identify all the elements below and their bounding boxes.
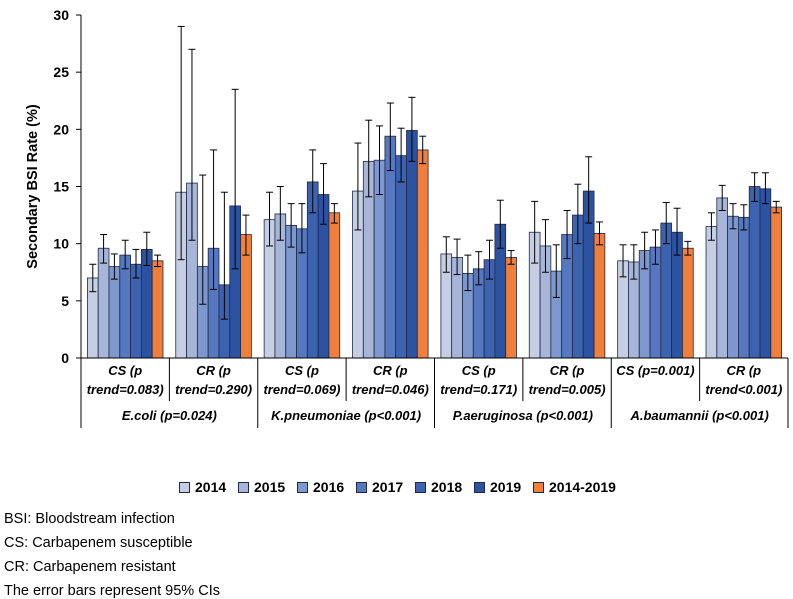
legend-swatch-2014-2019 xyxy=(533,481,544,493)
bar-chart: 0 5 10 15 20 25 30 Secondary BSI Rate (%) CS (p t… xyxy=(25,7,789,428)
category-label-4-line2: trend=0.171) xyxy=(440,382,517,397)
legend-item-2017: 2017 xyxy=(356,479,403,495)
note-cs: CS: Carbapenem susceptible xyxy=(4,535,193,551)
bar-2016-0 xyxy=(108,266,121,359)
note-bsi: BSI: Bloodstream infection xyxy=(4,511,175,527)
legend-swatch-2018 xyxy=(415,481,426,493)
category-label-1-line1: CR (p xyxy=(196,363,231,378)
y-tick-label-0: 0 xyxy=(61,350,69,366)
group-label-3: A.baumannii (p<0.001) xyxy=(629,408,768,423)
group-label-0: E.coli (p=0.024) xyxy=(122,408,217,423)
legend-swatch-2019 xyxy=(474,481,485,493)
category-label-2-line2: trend=0.069) xyxy=(263,382,340,397)
category-label-7-line2: trend<0.001) xyxy=(705,382,782,397)
legend-item-2019: 2019 xyxy=(474,479,521,495)
legend-item-2015: 2015 xyxy=(238,479,285,495)
bar-2014-2019-2 xyxy=(328,212,341,359)
y-axis-label: Secondary BSI Rate (%) xyxy=(25,104,41,269)
legend-swatch-2016 xyxy=(297,481,308,493)
legend-swatch-2015 xyxy=(238,481,249,493)
legend-label-2014-2019: 2014-2019 xyxy=(549,479,616,495)
bar-2014-2019-4 xyxy=(505,256,517,359)
bar-2014-7 xyxy=(705,226,718,359)
bar-2014-2019-5 xyxy=(593,232,606,359)
bar-2016-7 xyxy=(727,215,739,359)
bar-2014-2019-3 xyxy=(416,149,429,359)
legend-item-2014-2019: 2014-2019 xyxy=(533,479,616,495)
legend-swatch-2014 xyxy=(179,481,190,493)
bar-2015-7 xyxy=(716,197,729,359)
category-label-0-line1: CS (p xyxy=(108,363,142,378)
legend-label-2016: 2016 xyxy=(313,479,345,495)
category-label-7-line1: CR (p xyxy=(726,363,761,378)
y-tick-label-5: 25 xyxy=(53,64,69,80)
category-label-4-line1: CS (p xyxy=(462,363,496,378)
legend-item-2014: 2014 xyxy=(179,479,226,495)
legend-label-2018: 2018 xyxy=(431,479,463,495)
group-label-2: P.aeruginosa (p<0.001) xyxy=(453,408,593,423)
bar-2018-7 xyxy=(748,186,761,359)
category-label-1-line2: trend=0.290) xyxy=(175,382,252,397)
legend-item-2018: 2018 xyxy=(415,479,462,495)
note-error-bars: The error bars represent 95% CIs xyxy=(4,583,220,599)
legend-item-2016: 2016 xyxy=(297,479,344,495)
note-cr: CR: Carbapenem resistant xyxy=(4,559,176,575)
bar-2014-2019-0 xyxy=(151,260,164,359)
y-tick-label-3: 15 xyxy=(53,179,69,195)
legend-label-2014: 2014 xyxy=(195,479,227,495)
bar-2018-3 xyxy=(395,155,407,359)
category-label-5-line2: trend=0.005) xyxy=(529,382,606,397)
y-tick-label-4: 20 xyxy=(53,121,69,137)
legend-swatch-2017 xyxy=(356,481,367,493)
legend-label-2017: 2017 xyxy=(372,479,404,495)
category-label-5-line1: CR (p xyxy=(550,363,585,378)
legend-label-2019: 2019 xyxy=(490,479,522,495)
bar-2014-2019-7 xyxy=(770,206,783,359)
category-label-3-line2: trend=0.046) xyxy=(352,382,429,397)
category-label-2-line1: CS (p xyxy=(285,363,319,378)
category-label-0-line2: trend=0.083) xyxy=(87,382,164,397)
bar-2019-3 xyxy=(406,130,418,359)
y-tick-label-1: 5 xyxy=(61,293,69,309)
legend-label-2015: 2015 xyxy=(254,479,286,495)
group-label-1: K.pneumoniae (p<0.001) xyxy=(271,408,421,423)
bar-2017-0 xyxy=(119,254,131,359)
y-tick-label-2: 10 xyxy=(53,236,69,252)
category-label-6-line1: CS (p=0.001) xyxy=(616,363,694,378)
bar-2014-2019-6 xyxy=(682,247,694,359)
y-tick-label-6: 30 xyxy=(53,7,69,23)
bar-2017-7 xyxy=(738,216,750,359)
category-label-3-line1: CR (p xyxy=(373,363,408,378)
bar-2015-0 xyxy=(97,247,110,359)
bar-2019-7 xyxy=(759,188,772,359)
